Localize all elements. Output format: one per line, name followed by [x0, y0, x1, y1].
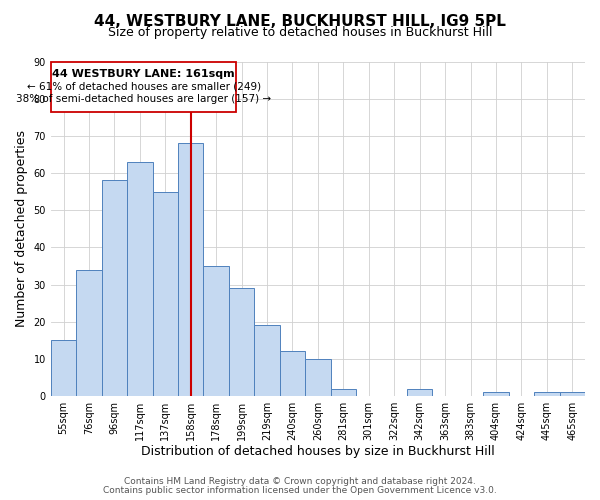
- Text: Contains public sector information licensed under the Open Government Licence v3: Contains public sector information licen…: [103, 486, 497, 495]
- Text: 44, WESTBURY LANE, BUCKHURST HILL, IG9 5PL: 44, WESTBURY LANE, BUCKHURST HILL, IG9 5…: [94, 14, 506, 29]
- Bar: [483, 392, 509, 396]
- Text: 44 WESTBURY LANE: 161sqm: 44 WESTBURY LANE: 161sqm: [52, 69, 235, 79]
- X-axis label: Distribution of detached houses by size in Buckhurst Hill: Distribution of detached houses by size …: [141, 444, 495, 458]
- Bar: [127, 162, 152, 396]
- Text: ← 61% of detached houses are smaller (249): ← 61% of detached houses are smaller (24…: [26, 82, 261, 92]
- Bar: [152, 192, 178, 396]
- Bar: [331, 388, 356, 396]
- Bar: [203, 266, 229, 396]
- Text: Contains HM Land Registry data © Crown copyright and database right 2024.: Contains HM Land Registry data © Crown c…: [124, 477, 476, 486]
- Bar: [229, 288, 254, 396]
- Text: 38% of semi-detached houses are larger (157) →: 38% of semi-detached houses are larger (…: [16, 94, 271, 104]
- Bar: [305, 359, 331, 396]
- Bar: [560, 392, 585, 396]
- Bar: [178, 144, 203, 396]
- Bar: [280, 352, 305, 396]
- Bar: [101, 180, 127, 396]
- Text: Size of property relative to detached houses in Buckhurst Hill: Size of property relative to detached ho…: [108, 26, 492, 39]
- Bar: [407, 388, 433, 396]
- Bar: [51, 62, 236, 112]
- Y-axis label: Number of detached properties: Number of detached properties: [15, 130, 28, 328]
- Bar: [76, 270, 101, 396]
- Bar: [534, 392, 560, 396]
- Bar: [254, 326, 280, 396]
- Bar: [51, 340, 76, 396]
